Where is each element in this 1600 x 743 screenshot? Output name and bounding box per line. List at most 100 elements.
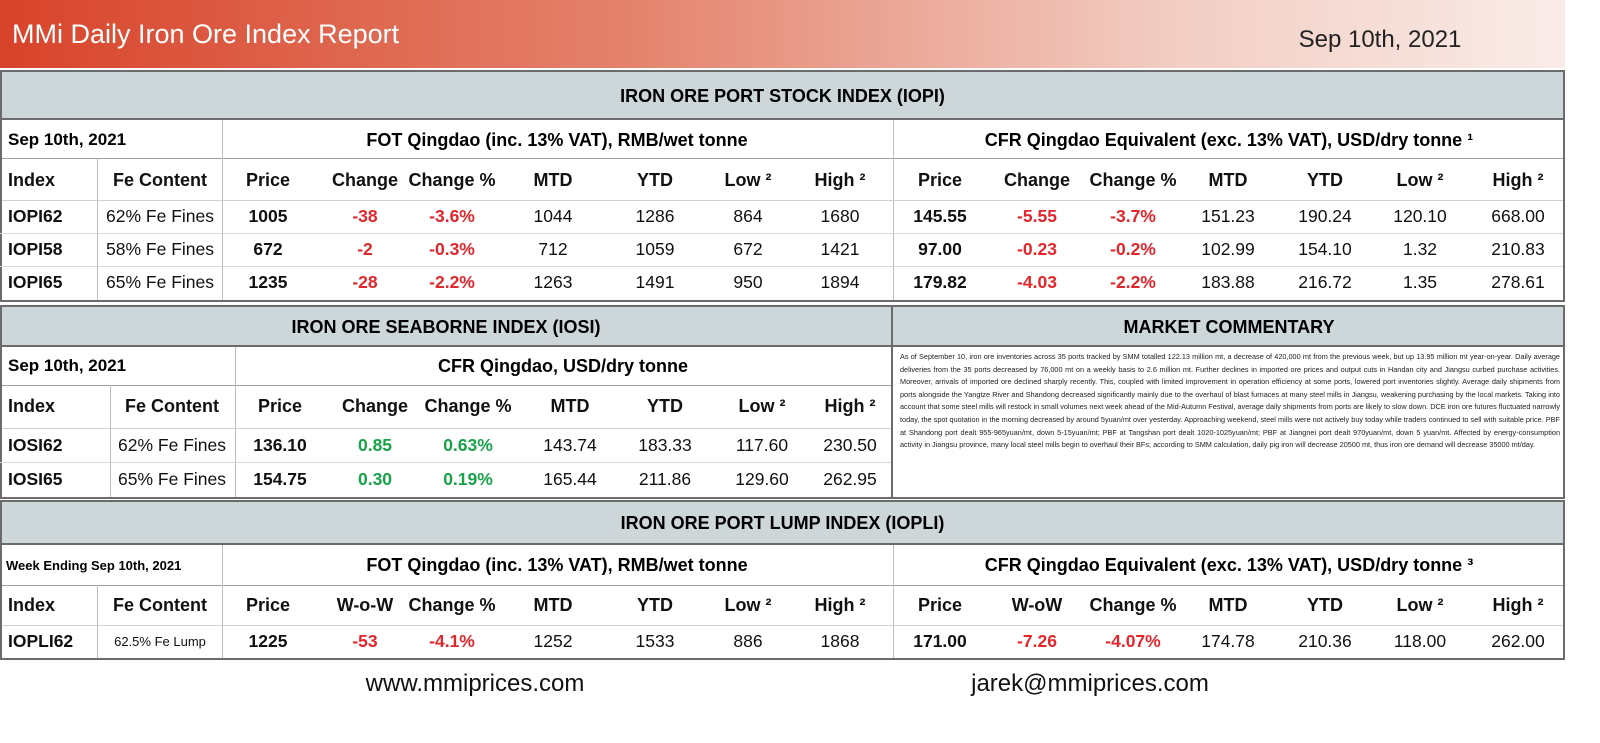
column-header: Change bbox=[1003, 169, 1070, 190]
table-cell: 179.82 bbox=[913, 272, 967, 292]
table-cell: -7.26 bbox=[1017, 631, 1057, 651]
table-cell: -2 bbox=[357, 239, 373, 259]
table-cell: 190.24 bbox=[1298, 206, 1352, 226]
table-cell: 129.60 bbox=[735, 468, 789, 489]
table-cell: 1491 bbox=[635, 272, 675, 292]
table-cell: 118.00 bbox=[1393, 631, 1447, 651]
report-title: MMi Daily Iron Ore Index Report bbox=[12, 18, 400, 49]
section-title-bar bbox=[2, 72, 1563, 120]
table-cell: 216.72 bbox=[1298, 272, 1352, 292]
table-cell: 154.10 bbox=[1298, 239, 1352, 259]
table-cell: 210.83 bbox=[1491, 239, 1545, 259]
header-band bbox=[0, 0, 1565, 68]
table-cell: 154.75 bbox=[253, 468, 307, 489]
column-header: Change % bbox=[1089, 169, 1177, 190]
column-header: Fe Content bbox=[113, 169, 207, 190]
column-header: Change % bbox=[1089, 594, 1177, 615]
column-header: Change bbox=[341, 396, 408, 416]
table-cell: 1263 bbox=[533, 272, 573, 292]
column-header: High ² bbox=[1492, 594, 1544, 615]
column-header: Change bbox=[331, 169, 398, 190]
column-rule bbox=[110, 385, 111, 497]
column-header: YTD bbox=[637, 169, 673, 190]
table-cell: 1059 bbox=[635, 239, 675, 259]
column-rule bbox=[97, 158, 98, 300]
column-header: Price bbox=[917, 594, 963, 615]
column-header: Low ² bbox=[1396, 594, 1444, 615]
table-cell: 97.00 bbox=[918, 239, 962, 259]
row-rule bbox=[2, 158, 1563, 159]
column-rule bbox=[235, 347, 236, 497]
table-cell: IOSI65 bbox=[8, 468, 63, 489]
column-header: Change % bbox=[408, 594, 496, 615]
column-rule bbox=[893, 545, 894, 658]
table-cell: 0.19% bbox=[443, 468, 493, 489]
table-cell: 262.00 bbox=[1491, 631, 1545, 651]
email: jarek@mmiprices.com bbox=[971, 670, 1209, 697]
column-rule bbox=[222, 120, 223, 300]
table-cell: 62% Fe Fines bbox=[106, 206, 214, 226]
column-header: High ² bbox=[814, 594, 866, 615]
section-title-bar bbox=[893, 307, 1563, 347]
table-cell: 65% Fe Fines bbox=[118, 468, 226, 489]
table-cell: 262.95 bbox=[823, 468, 877, 489]
table-cell: -4.1% bbox=[429, 631, 475, 651]
table-cell: 1252 bbox=[533, 631, 573, 651]
price-heading: CFR Qingdao Equivalent (exc. 13% VAT), U… bbox=[984, 554, 1474, 575]
table-cell: 1680 bbox=[820, 206, 860, 226]
table-cell: 1533 bbox=[635, 631, 675, 651]
section-title-bar bbox=[2, 502, 1563, 545]
table-cell: 1225 bbox=[248, 631, 288, 651]
column-header: W-o-W bbox=[336, 594, 394, 615]
table-cell: 1.35 bbox=[1402, 272, 1438, 292]
table-cell: 950 bbox=[733, 272, 763, 292]
column-header: MTD bbox=[550, 396, 590, 416]
table-cell: 145.55 bbox=[913, 206, 967, 226]
row-rule bbox=[2, 200, 1563, 201]
table-cell: 117.60 bbox=[735, 434, 789, 455]
column-header: Price bbox=[245, 169, 291, 190]
row-rule bbox=[2, 625, 1563, 626]
table-cell: 211.86 bbox=[638, 468, 692, 489]
section-title: IRON ORE PORT LUMP INDEX (IOPLI) bbox=[620, 513, 945, 533]
table-cell: 151.23 bbox=[1201, 206, 1255, 226]
column-header: Fe Content bbox=[113, 594, 207, 615]
column-header: Change % bbox=[424, 396, 512, 416]
table-cell: 165.44 bbox=[543, 468, 597, 489]
row-rule bbox=[0, 233, 1563, 234]
row-rule bbox=[0, 266, 1563, 267]
table-cell: -0.2% bbox=[1110, 239, 1156, 259]
section-title-bar bbox=[2, 307, 891, 347]
column-header: Low ² bbox=[738, 396, 786, 416]
section-frame bbox=[0, 70, 1565, 302]
table-cell: IOPI62 bbox=[8, 206, 63, 226]
row-rule bbox=[2, 385, 891, 386]
table-cell: 886 bbox=[733, 631, 763, 651]
table-cell: 102.99 bbox=[1201, 239, 1255, 259]
table-cell: 62% Fe Fines bbox=[118, 434, 226, 455]
table-cell: -3.7% bbox=[1110, 206, 1156, 226]
column-header: YTD bbox=[647, 396, 683, 416]
column-header: High ² bbox=[1492, 169, 1544, 190]
price-heading: FOT Qingdao (inc. 13% VAT), RMB/wet tonn… bbox=[366, 129, 748, 150]
column-rule bbox=[893, 120, 894, 300]
column-header: MTD bbox=[1208, 169, 1248, 190]
table-cell: 0.85 bbox=[357, 434, 393, 455]
column-header: Price bbox=[245, 594, 291, 615]
table-cell: 672 bbox=[733, 239, 763, 259]
table-cell: 1235 bbox=[248, 272, 288, 292]
column-header: MTD bbox=[533, 169, 573, 190]
section-title: IRON ORE SEABORNE INDEX (IOSI) bbox=[291, 316, 601, 337]
table-cell: 0.30 bbox=[357, 468, 393, 489]
section-date: Week Ending Sep 10th, 2021 bbox=[6, 557, 182, 573]
table-cell: 183.33 bbox=[638, 434, 692, 455]
website: www.mmiprices.com bbox=[365, 670, 585, 697]
table-cell: 183.88 bbox=[1201, 272, 1255, 292]
table-cell: 712 bbox=[538, 239, 568, 259]
column-header: YTD bbox=[637, 594, 673, 615]
table-cell: 668.00 bbox=[1491, 206, 1545, 226]
table-cell: 672 bbox=[253, 239, 283, 259]
table-cell: 1005 bbox=[248, 206, 288, 226]
table-cell: -4.07% bbox=[1105, 631, 1161, 651]
column-header: Low ² bbox=[724, 594, 772, 615]
